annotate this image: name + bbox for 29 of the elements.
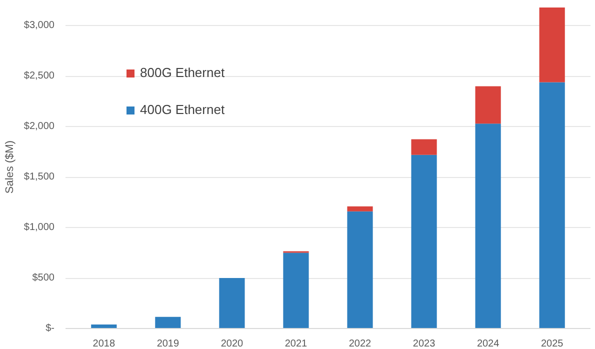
legend-label: 800G Ethernet (140, 65, 225, 80)
x-tick-label: 2022 (348, 338, 372, 349)
bar (411, 154, 437, 328)
x-tick-label: 2023 (412, 338, 436, 349)
y-tick-label: $3,000 (24, 20, 55, 32)
y-tick-label: $500 (32, 272, 55, 284)
x-tick-label: 2020 (220, 338, 244, 349)
bar (155, 316, 181, 328)
bar (347, 211, 373, 328)
y-tick-label: $2,500 (24, 70, 55, 82)
x-tick-label: 2019 (156, 338, 180, 349)
y-tick-label: $1,500 (24, 172, 55, 183)
x-tick-label: 2021 (284, 338, 308, 349)
bar (539, 82, 565, 328)
x-tick-label: 2024 (476, 338, 500, 349)
legend-label: 400G Ethernet (140, 102, 225, 117)
x-tick-label: 2025 (540, 338, 564, 349)
y-tick-label: $1,000 (24, 222, 55, 234)
bar (475, 86, 501, 124)
y-axis-title: Sales ($M) (4, 140, 16, 194)
bar (475, 124, 501, 328)
bar (219, 278, 245, 328)
bar (347, 206, 373, 212)
bar (539, 8, 565, 82)
x-tick-label: 2018 (92, 338, 116, 349)
bar (411, 139, 437, 155)
y-tick-label: $2,000 (24, 121, 55, 132)
y-tick-label: $- (46, 323, 55, 334)
bar (283, 252, 309, 328)
